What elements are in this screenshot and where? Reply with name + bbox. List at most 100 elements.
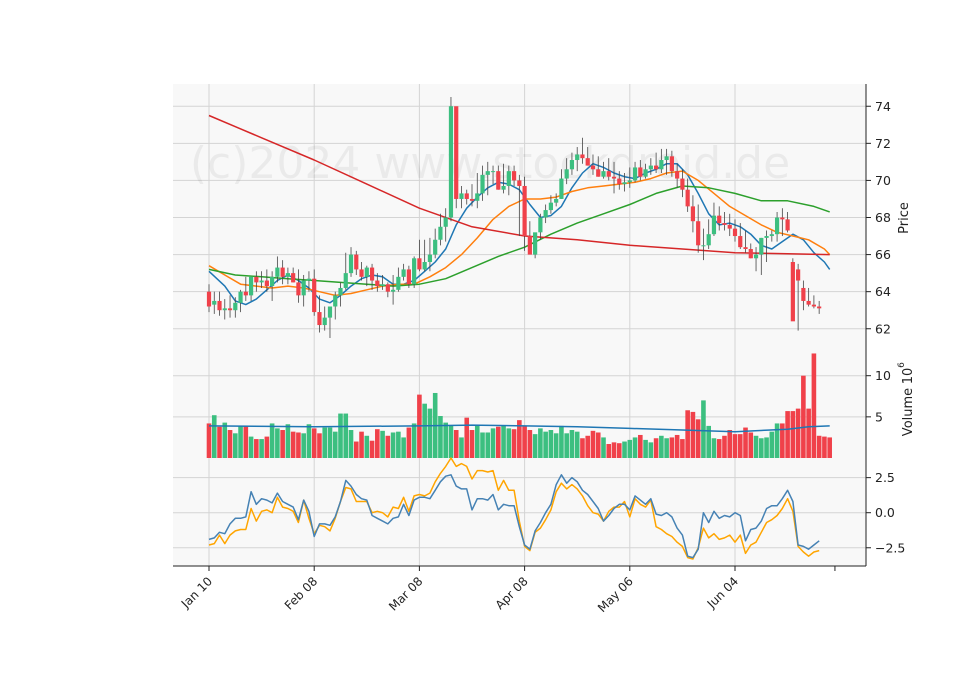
candle-body [270,276,275,287]
volume-bar [496,426,501,458]
volume-bar [411,423,417,458]
volume-bar [248,436,254,458]
candle-body [548,202,553,211]
volume-bar [564,433,569,458]
volume-bar [827,437,832,458]
candle-body [422,262,427,270]
volume-bar [311,428,317,458]
candle-body [690,206,696,222]
volume-bar [806,408,811,458]
volume-bar [732,434,738,458]
candle-body [412,258,417,285]
candle-body [606,171,611,177]
candle-body [696,221,701,246]
volume-bar [790,411,796,458]
volume-bar [527,430,533,458]
volume-bar [538,428,543,458]
candle-body [354,254,359,270]
volume-bar [285,424,291,458]
volume-bar [511,429,517,458]
volume-bar [769,431,775,458]
candle-body [291,273,296,283]
volume-bar [275,428,280,458]
candle-body [706,234,711,246]
volume-bar [396,431,401,458]
candle-body [585,158,590,166]
candle-body [501,185,506,190]
candle-body [780,217,785,220]
candle-body [817,306,822,309]
candle-body [627,180,632,183]
volume-bar [522,425,527,458]
volume-bar [211,415,217,458]
volume-bar [217,426,222,458]
macd-y-tick-label: −2.5 [875,540,905,555]
candle-body [301,280,306,296]
candle-body [238,291,243,303]
volume-bar [280,430,285,458]
macd-panel-background [173,458,866,566]
volume-bar [690,411,696,458]
candle-body [648,165,653,170]
volume-bar [254,439,259,458]
volume-bar [438,416,443,458]
price-y-tick-label: 74 [875,99,891,114]
candle-body [727,224,732,229]
candle-body [338,287,343,296]
volume-bar [480,432,485,458]
volume-bar [296,432,301,458]
volume-bar [222,422,228,458]
candle-body [348,254,354,274]
volume-bar [501,425,506,458]
candle-body [764,236,769,238]
candle-body [774,217,780,235]
candle-body [732,228,738,237]
volume-bar [380,430,385,458]
volume-bar [695,419,701,458]
volume-axis-label: Volume [901,388,916,436]
candle-body [454,106,459,199]
candle-body [685,189,690,207]
volume-bar [627,439,633,458]
candle-body [296,282,301,296]
candle-body [417,258,422,270]
volume-bar [453,430,459,458]
volume-bar [601,437,606,458]
volume-bar [737,434,743,458]
candle-body [659,160,664,170]
volume-bar [359,431,364,458]
volume-bar [227,430,233,458]
volume-bar [811,353,817,458]
price-y-tick-label: 68 [875,210,891,225]
volume-bar [290,431,296,458]
signal-line [208,457,820,560]
candle-body [433,239,438,255]
volume-bar [701,400,706,458]
volume-bar [722,435,727,458]
volume-bar [816,435,822,458]
volume-bar [653,438,659,458]
volume-bar [322,427,328,458]
candle-body [248,276,254,296]
candle-body [717,215,722,224]
candle-body [275,267,280,277]
candle-body [785,219,790,231]
candle-body [611,176,617,179]
candle-body [438,226,443,240]
candle-body [575,154,580,161]
candle-body [396,276,401,290]
candle-body [448,106,454,218]
volume-bar [206,423,212,458]
candle-body [306,278,312,281]
candle-body [643,169,648,177]
volume-bar [469,430,475,458]
macd-y-tick-label: 2.5 [875,470,895,485]
candle-body [385,284,390,292]
price-y-tick-label: 64 [875,284,891,299]
volume-bar [764,437,769,458]
volume-bar [774,423,780,458]
volume-bar [669,437,675,458]
x-tick-label: May 06 [595,574,636,615]
candle-body [401,269,406,277]
